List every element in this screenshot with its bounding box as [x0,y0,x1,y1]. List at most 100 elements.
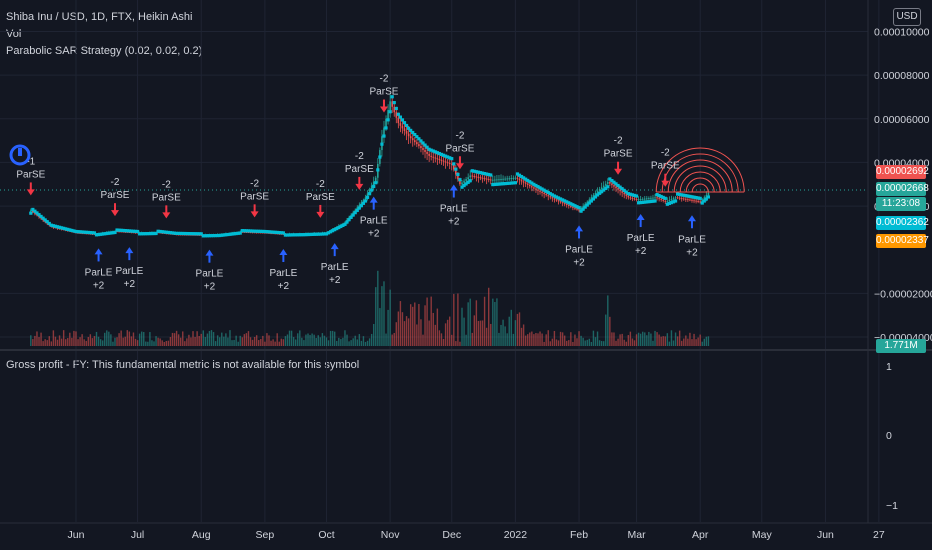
volume-bar [40,332,42,346]
buy-arrowhead-icon [449,184,458,191]
volume-bar [654,330,656,346]
sar-dots [29,95,711,238]
volume-bar [255,335,258,346]
sar-dot [353,211,357,215]
sar-dot [489,173,493,177]
volume-bar [132,332,135,346]
sar-dot [604,186,608,191]
candle-body [572,206,574,208]
volume-bar [319,337,322,346]
candle-body [565,204,568,206]
volume-bar [430,296,432,346]
candle-body [496,179,498,181]
volume-bar [89,334,92,346]
time-axis[interactable]: Jun Jul Aug Sep Oct Nov Dec 2022 Feb Mar Apr May Jun… [68,529,885,541]
sar-dot [448,156,452,160]
volume-bar [331,330,334,346]
candle-body [598,189,601,191]
candle-body [637,199,640,201]
sar-dot [593,195,598,199]
buy-signal: ParLE +2 [85,248,113,291]
sar-dot [250,229,255,233]
candle-body [452,164,455,170]
sar-dot [281,231,285,235]
volume-bar [227,337,229,346]
sar-dot [608,177,612,181]
sar-dot [540,187,544,191]
volume-bar [114,337,116,346]
signal-count: +2 [278,281,290,292]
signal-count: +2 [448,217,460,228]
sar-dot [575,205,579,209]
sar-dot [49,223,53,227]
sar-dot [390,95,394,99]
candle-body [580,208,582,211]
sar-dot [501,182,505,186]
sar-dot [74,229,78,234]
candle-body [639,199,642,201]
time-tick-label: Nov [381,529,400,541]
volume-bar [479,320,482,346]
volume-bar [223,336,225,346]
volume-bar [451,334,453,346]
sar-dot [688,194,692,199]
volume-bar [292,337,295,346]
strategy-legend[interactable]: Parabolic SAR Strategy (0.02, 0.02, 0.2) [6,45,203,57]
candle-body [259,232,262,234]
symbol-legend[interactable]: Shiba Inu / USD, 1D, FTX, Heikin Ashi [6,11,193,23]
candle-body [635,198,638,200]
fib-arc [685,177,715,193]
candle-body [588,199,591,202]
sar-dot [347,218,351,222]
sar-dot [472,169,476,173]
sar-dot [602,188,606,192]
sar-dot [530,181,534,185]
volume-bar [689,332,691,346]
buy-arrowhead-icon [687,215,696,222]
lower-pane-legend[interactable]: Gross profit - FY: This fundamental metr… [6,359,360,371]
candle-body [623,192,626,195]
candle-body [685,198,687,200]
sar-dot [591,197,596,201]
volume-bar [617,338,619,346]
sar-dot [493,182,497,187]
candle-body [475,176,478,178]
signal-label: ParLE [321,262,349,273]
sar-dot [326,231,331,235]
sar-dot [51,224,55,228]
signal-count: +2 [573,257,585,268]
volume-bar [182,331,184,346]
candle-body [592,195,595,198]
volume-bar [173,333,176,346]
sar-dot [626,192,630,196]
volume-bar [379,308,381,346]
sar-dot [528,180,532,184]
sar-dot [259,229,263,233]
sar-dot [197,232,201,236]
volume-bar [539,331,541,346]
candle-body [613,185,615,187]
volume-bar [112,341,114,346]
candle-body [563,203,566,205]
sar-dot [550,193,554,197]
volume-bar [483,296,486,346]
volume-bar [516,313,519,346]
sar-dot [359,204,363,208]
candle-body [385,118,387,128]
sar-dot [195,232,199,236]
volume-bar [609,316,611,346]
buy-arrowhead-icon [94,248,103,255]
currency-button[interactable]: USD [893,8,921,26]
volume-bar [212,332,215,346]
sar-dot [544,189,548,193]
volume-bar [274,341,276,346]
volume-bar [366,340,369,346]
candle-body [695,200,697,202]
sar-dot [131,229,136,233]
volume-bar [91,338,94,346]
sar-dot [495,182,499,186]
candle-body [126,231,129,233]
candle-body [360,202,363,205]
volume-bar [529,332,531,346]
